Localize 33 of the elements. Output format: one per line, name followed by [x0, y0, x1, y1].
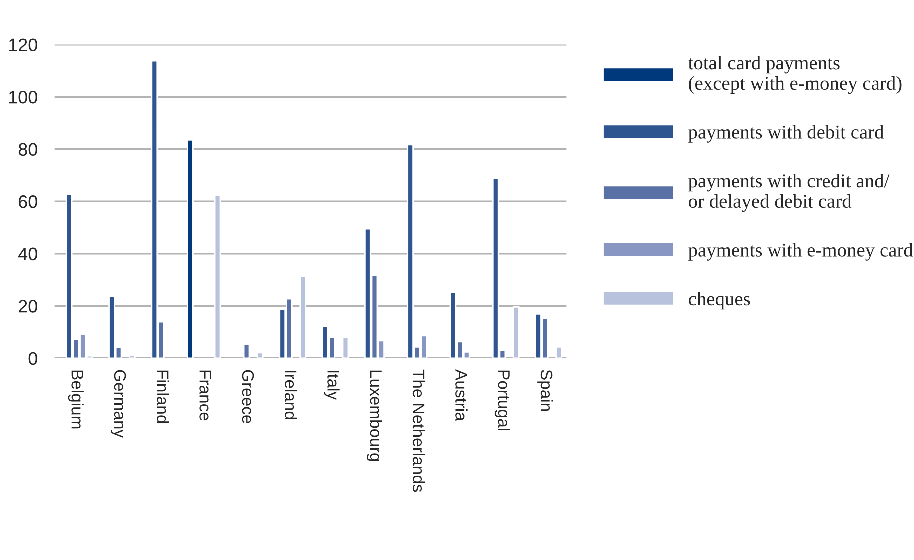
legend-label: total card payments (except with e-money card) — [688, 56, 902, 94]
bar — [214, 194, 222, 358]
y-tick-label: 0 — [28, 352, 38, 366]
x-tick-label: Finland — [157, 370, 170, 424]
y-tick-label: 40 — [18, 248, 38, 261]
x-tick-label: Spain — [538, 370, 554, 412]
y-tick-label: 120 — [9, 38, 38, 52]
bar — [512, 306, 520, 358]
bar — [257, 352, 264, 358]
legend-label: payments with e-money card — [688, 243, 914, 261]
bar — [342, 337, 350, 358]
y-tick-label: 20 — [19, 300, 38, 313]
bar — [300, 276, 307, 358]
x-tick-label: Italy — [324, 371, 340, 400]
x-tick-label: Belgium — [68, 370, 84, 429]
x-tick-label: France — [200, 370, 212, 421]
x-tick-label: Portugal — [494, 370, 510, 430]
y-tick-label: 100 — [9, 91, 38, 104]
x-tick-label: Greece — [242, 370, 254, 424]
x-tick-label: Austria — [456, 370, 468, 422]
y-tick-label: 80 — [18, 143, 38, 156]
bar — [243, 344, 250, 358]
y-tick-label: 60 — [19, 196, 38, 208]
x-tick-label: Luxembourg — [366, 370, 383, 462]
x-tick-label: Germany — [111, 370, 126, 438]
bar — [129, 355, 136, 358]
legend-label: payments with debit card — [688, 125, 884, 143]
legend-label: cheques — [689, 292, 750, 310]
bar — [556, 346, 562, 358]
bar — [187, 139, 194, 358]
x-tick-label: Ireland — [284, 371, 298, 420]
x-tick-label: The Netherlands — [412, 370, 426, 492]
legend-label: payments with credit and/ or delayed debit card — [688, 174, 890, 212]
